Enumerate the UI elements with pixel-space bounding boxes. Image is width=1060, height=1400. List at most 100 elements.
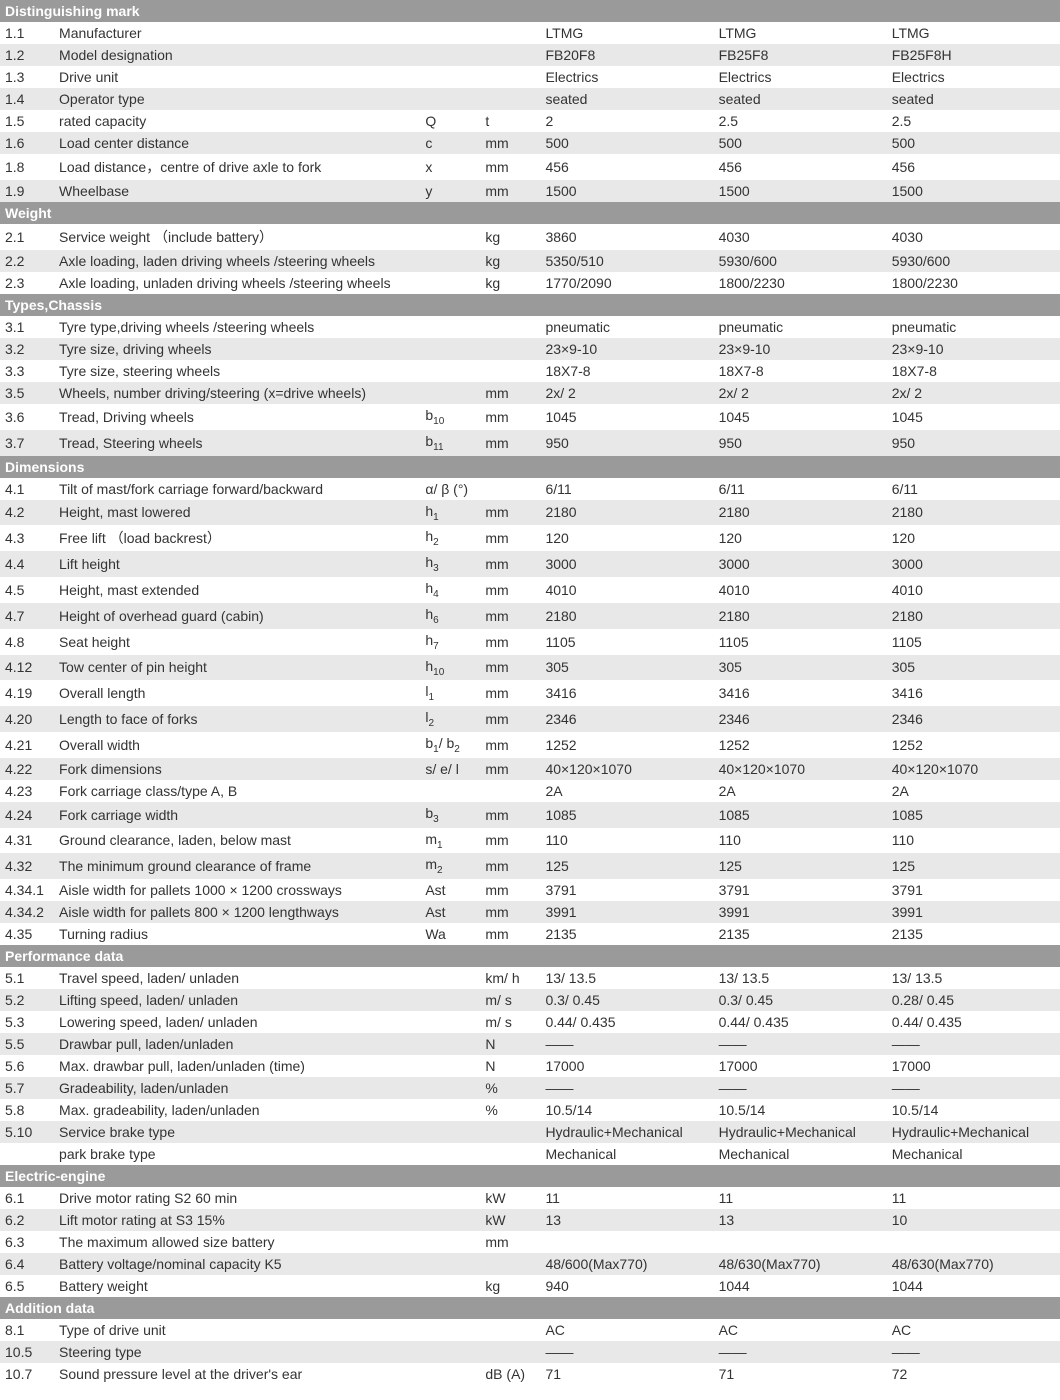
row-label: Wheelbase [54,180,420,202]
row-number: 1.6 [0,132,54,154]
row-number: 4.21 [0,732,54,758]
row-number: 6.2 [0,1209,54,1231]
row-value-1: 0.44/ 0.435 [540,1011,713,1033]
row-number: 3.6 [0,404,54,430]
row-value-2: 1044 [714,1275,887,1297]
row-unit [480,360,540,382]
row-symbol [420,1121,480,1143]
row-symbol [420,967,480,989]
row-number: 4.4 [0,551,54,577]
row-label: Battery weight [54,1275,420,1297]
row-unit: mm [480,577,540,603]
row-value-1: Hydraulic+Mechanical [540,1121,713,1143]
row-label: Sound pressure level at the driver's ear [54,1363,420,1385]
row-value-3: —— [887,1077,1060,1099]
row-number: 4.2 [0,500,54,526]
row-unit: mm [480,901,540,923]
row-value-1: 10.5/14 [540,1099,713,1121]
row-value-1: 1770/2090 [540,272,713,294]
row-value-2: 0.44/ 0.435 [714,1011,887,1033]
row-value-2: 500 [714,132,887,154]
row-label: park brake type [54,1143,420,1165]
row-value-2: 1045 [714,404,887,430]
row-label: Travel speed, laden/ unladen [54,967,420,989]
row-label: Turning radius [54,923,420,945]
row-value-1: Electrics [540,66,713,88]
row-unit: kg [480,224,540,250]
row-value-2: 125 [714,853,887,879]
row-value-2: 3416 [714,680,887,706]
row-value-2: 1252 [714,732,887,758]
row-unit: m/ s [480,1011,540,1033]
table-row: 4.32The minimum ground clearance of fram… [0,853,1060,879]
row-label: Battery voltage/nominal capacity K5 [54,1253,420,1275]
row-label: Fork carriage class/type A, B [54,780,420,802]
row-symbol: c [420,132,480,154]
row-value-2: —— [714,1077,887,1099]
row-value-1: 3416 [540,680,713,706]
row-value-1: 13 [540,1209,713,1231]
row-value-3: 11 [887,1187,1060,1209]
row-symbol [420,338,480,360]
row-label: Type of drive unit [54,1319,420,1341]
row-symbol [420,250,480,272]
row-label: Tyre size, steering wheels [54,360,420,382]
row-label: Fork carriage width [54,802,420,828]
row-value-1: 1085 [540,802,713,828]
table-row: 4.23Fork carriage class/type A, B2A2A2A [0,780,1060,802]
row-value-3: 2135 [887,923,1060,945]
row-value-3: 1045 [887,404,1060,430]
row-unit: m/ s [480,989,540,1011]
row-value-2: 13/ 13.5 [714,967,887,989]
row-label: Service brake type [54,1121,420,1143]
row-number: 4.22 [0,758,54,780]
row-value-2: pneumatic [714,316,887,338]
row-unit [480,44,540,66]
row-number: 10.7 [0,1363,54,1385]
table-row: 4.1Tilt of mast/fork carriage forward/ba… [0,478,1060,500]
row-label: Tyre size, driving wheels [54,338,420,360]
section-header: Addition data [0,1297,1060,1319]
row-unit: mm [480,404,540,430]
row-value-2: —— [714,1033,887,1055]
row-value-2: 2180 [714,603,887,629]
row-value-1: pneumatic [540,316,713,338]
section-title: Electric-engine [0,1165,1060,1187]
table-row: 1.2Model designationFB20F8FB25F8FB25F8H [0,44,1060,66]
row-symbol: x [420,154,480,180]
row-value-1: 1500 [540,180,713,202]
table-row: 4.31Ground clearance, laden, below mastm… [0,828,1060,854]
row-label: Height of overhead guard (cabin) [54,603,420,629]
table-row: 2.3Axle loading, unladen driving wheels … [0,272,1060,294]
row-value-1: 2346 [540,706,713,732]
row-unit: N [480,1055,540,1077]
row-number: 5.5 [0,1033,54,1055]
row-value-1: 3991 [540,901,713,923]
row-value-3: 0.28/ 0.45 [887,989,1060,1011]
row-value-2: 305 [714,655,887,681]
row-value-3: 456 [887,154,1060,180]
row-number: 4.23 [0,780,54,802]
row-number: 6.3 [0,1231,54,1253]
row-number: 4.19 [0,680,54,706]
row-value-3: Hydraulic+Mechanical [887,1121,1060,1143]
row-label: Tow center of pin height [54,655,420,681]
row-number: 1.3 [0,66,54,88]
row-label: Overall width [54,732,420,758]
row-label: Free lift （load backrest） [54,525,420,551]
row-number: 5.6 [0,1055,54,1077]
row-unit: km/ h [480,967,540,989]
table-row: 1.4Operator typeseatedseatedseated [0,88,1060,110]
row-value-1: Mechanical [540,1143,713,1165]
row-value-3: 3791 [887,879,1060,901]
table-row: 1.3Drive unitElectricsElectricsElectrics [0,66,1060,88]
row-value-1: 2135 [540,923,713,945]
row-label: Axle loading, unladen driving wheels /st… [54,272,420,294]
row-value-1: 3000 [540,551,713,577]
row-symbol [420,272,480,294]
row-symbol: Q [420,110,480,132]
row-number: 2.3 [0,272,54,294]
row-value-3: 1105 [887,629,1060,655]
row-value-2: 3791 [714,879,887,901]
row-value-2: 11 [714,1187,887,1209]
